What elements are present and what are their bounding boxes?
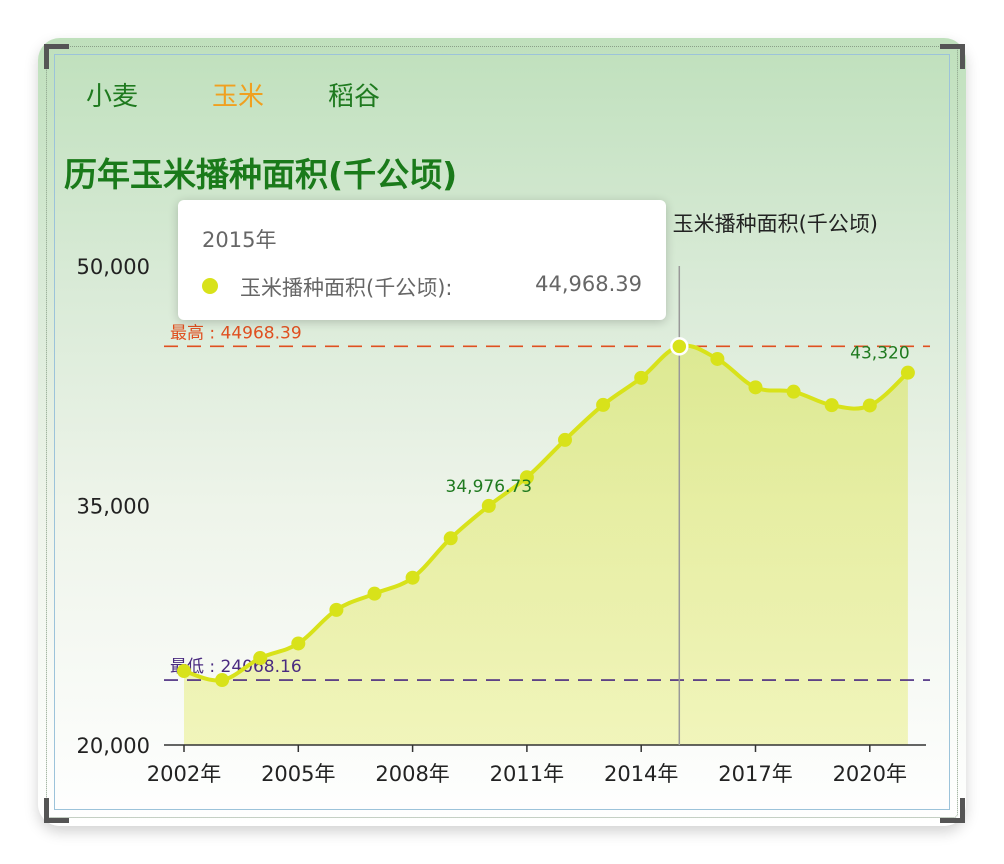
data-point [481, 498, 496, 513]
data-point [824, 398, 839, 413]
max-mark-label: 最高 : 44968.39 [170, 323, 302, 343]
x-tick-label: 2020年 [833, 762, 907, 786]
data-point [634, 370, 649, 385]
data-point [177, 664, 191, 679]
tooltip-title: 2015年 [202, 228, 277, 252]
data-point [215, 673, 230, 688]
x-tick-label: 2011年 [490, 762, 564, 786]
data-point [786, 384, 801, 399]
x-tick-label: 2005年 [261, 762, 335, 786]
tab-wheat[interactable]: 小麦 [86, 82, 139, 112]
y-tick-label: 20,000 [77, 734, 150, 758]
area-fill [184, 345, 908, 745]
corner-bracket-bottom-left [44, 798, 69, 823]
data-label: 43,320 [850, 344, 909, 364]
data-point [367, 586, 382, 601]
data-point [670, 337, 689, 356]
data-point [900, 365, 915, 380]
card-dotted-border [46, 46, 958, 818]
data-point [329, 602, 344, 617]
card-inner-border [54, 54, 950, 810]
x-tick-label: 2008年 [375, 762, 449, 786]
data-point [558, 432, 572, 447]
data-point [596, 397, 611, 412]
min-mark-label: 最低 : 24068.16 [170, 657, 302, 677]
tab-corn[interactable]: 玉米 [212, 82, 265, 112]
y-tick-label: 35,000 [77, 495, 150, 519]
data-point [748, 380, 763, 395]
tab-rice[interactable]: 稻谷 [328, 82, 381, 112]
data-point [443, 531, 458, 546]
corner-bracket-top-right [940, 44, 965, 69]
corner-bracket-bottom-right [940, 798, 965, 823]
x-tick-label: 2002年 [147, 762, 221, 786]
data-point [710, 351, 725, 366]
x-tick-label: 2014年 [604, 762, 678, 786]
chart-tooltip: 2015年 玉米播种面积(千公顷): 44,968.39 [178, 200, 666, 320]
tooltip-value: 44,968.39 [535, 272, 642, 296]
legend-label: 玉米播种面积(千公顷) [673, 212, 878, 236]
data-point [519, 470, 534, 485]
data-point [405, 570, 420, 585]
tooltip-series-name: 玉米播种面积(千公顷): [240, 276, 453, 300]
data-point [862, 398, 877, 413]
data-point [291, 636, 306, 651]
corner-bracket-top-left [44, 44, 69, 69]
tooltip-series-dot [202, 278, 218, 294]
x-tick-label: 2017年 [718, 762, 792, 786]
data-point [253, 651, 268, 666]
data-label: 34,976.73 [446, 477, 533, 497]
y-tick-label: 50,000 [77, 255, 150, 279]
chart-title: 历年玉米播种面积(千公顷) [64, 155, 458, 194]
